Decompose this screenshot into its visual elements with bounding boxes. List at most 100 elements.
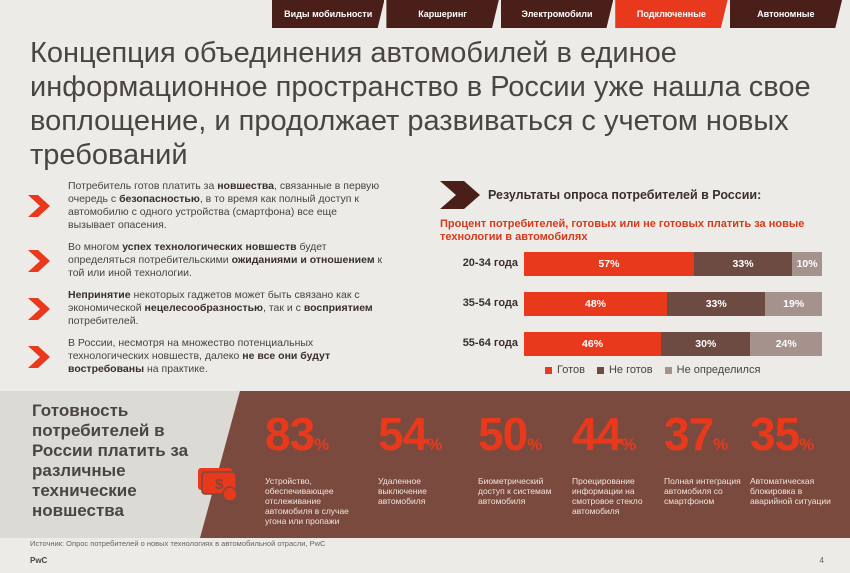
data-label: 19% [783, 298, 805, 310]
data-label: 30% [695, 338, 717, 350]
money-icon: $ [198, 468, 238, 502]
chart-row: 55-64 года 46% 30% 24% [436, 332, 826, 356]
readiness-band: Готовность потребителей в России платить… [0, 391, 850, 538]
chevron-right-icon [28, 195, 50, 217]
bullet-item: Потребитель готов платить за новшества, … [24, 180, 384, 232]
stat-number: 35 [750, 408, 800, 460]
bullet-emphasis: нецелесообразностью [144, 302, 264, 314]
bar-segment: 33% [693, 252, 793, 276]
legend-swatch [664, 366, 672, 374]
bullet-emphasis: новшества [217, 180, 275, 192]
bullet-text: некоторых гаджетов может быть связано ка… [68, 289, 360, 314]
bar-segment: 33% [667, 292, 766, 316]
bullet-emphasis: ожиданиями и отношением [231, 254, 375, 266]
stat-block: 83% Устройство, обеспечивающее отслеживан… [265, 411, 357, 526]
bullet-item: Непринятие некоторых гаджетов может быть… [24, 289, 384, 328]
page-number: 4 [819, 556, 824, 565]
stat-block: 37% Полная интеграция автомобиля со смарт… [664, 411, 756, 506]
stat-description: Автоматическая блокировка в аварийной си… [750, 476, 831, 506]
bullet-text: , в то время как полный доступ к автомоб… [68, 193, 359, 231]
chart-row: 35-54 года 48% 33% 19% [436, 292, 826, 316]
brand-logo-text: PwC [30, 556, 48, 565]
bullet-emphasis: успех технологических новшеств [122, 241, 297, 253]
bullet-text: будет определяться потребительскими [68, 241, 327, 266]
stat-value: 37% [664, 411, 756, 468]
stat-block: 35% Автоматическая блокировка в аварийной… [750, 411, 842, 506]
stat-value: 44% [572, 411, 664, 468]
bar-segment: 57% [524, 252, 694, 276]
stat-description: Проецирование информации на смотровое ст… [572, 476, 643, 516]
data-label: 33% [705, 298, 727, 310]
chevron-right-icon [440, 181, 480, 209]
category-label: 20-34 года [462, 257, 518, 269]
band-left-panel [0, 391, 240, 538]
readiness-title: Готовность потребителей в России платить… [32, 401, 189, 520]
bar-segment: 30% [661, 332, 751, 356]
stat-value: 50% [478, 411, 570, 468]
bullet-text: В России, несмотря на множество потенциа… [68, 337, 314, 362]
page-title: Концепция объединения автомобилей в един… [30, 37, 811, 171]
stat-value: 35% [750, 411, 842, 468]
svg-text:$: $ [215, 476, 224, 493]
tab-autonomous[interactable]: Автономные [729, 0, 843, 28]
survey-subheading: Процент потребителей, готовых или не гот… [440, 218, 805, 243]
legend-item: Готов [545, 364, 585, 376]
data-label: 33% [732, 258, 754, 270]
stat-description: Биометрический доступ к системам автомоб… [478, 476, 552, 506]
stacked-bar: 46% 30% 24% [524, 332, 822, 356]
bullet-item: Во многом успех технологических новшеств… [24, 241, 384, 280]
stat-description: Полная интеграция автомобиля со смартфон… [664, 476, 741, 506]
legend-label: Не определился [676, 364, 761, 376]
chevron-right-icon [28, 249, 50, 272]
stat-unit: % [314, 435, 330, 454]
legend-label: Готов [557, 364, 585, 376]
bullet-emphasis: не все они будут востребованы [68, 350, 331, 375]
bullet-text: Потребитель готов платить за [68, 180, 218, 192]
legend-swatch [596, 366, 604, 374]
chevron-right-icon [28, 297, 50, 320]
stat-number: 54 [378, 408, 428, 460]
bullet-text: потребителей. [68, 315, 139, 327]
legend-item: Не готов [596, 364, 653, 376]
chart-row: 20-34 года 57% 33% 10% [436, 252, 826, 276]
survey-heading: Результаты опроса потребителей в России: [440, 180, 818, 210]
legend-swatch [545, 366, 552, 374]
stat-unit: % [427, 435, 443, 454]
stacked-bar: 57% 33% 10% [524, 252, 822, 276]
stat-block: 54% Удаленное выключение автомобиля [378, 411, 470, 506]
bullet-text: , связанные в первую очередь с [68, 180, 380, 205]
tab-mobility-types[interactable]: Виды мобильности [272, 0, 385, 28]
stat-number: 50 [478, 408, 528, 460]
survey-heading-text: Результаты опроса потребителей в России: [488, 188, 762, 202]
bullet-text: к той или иной технологии. [68, 254, 383, 279]
data-label: 24% [775, 338, 797, 350]
bullet-text: на практике. [144, 363, 208, 375]
bullet-text: Во многом [68, 241, 123, 253]
tab-connected[interactable]: Подключенные [615, 0, 728, 28]
bullet-emphasis: Непринятие [68, 289, 131, 301]
stat-block: 44% Проецирование информации на смотровое… [572, 411, 664, 516]
bar-segment: 48% [524, 292, 668, 316]
stacked-bar: 48% 33% 19% [524, 292, 822, 316]
bar-segment: 24% [750, 332, 822, 356]
stat-unit: % [621, 435, 637, 454]
stat-value: 83% [265, 411, 357, 468]
bullet-emphasis: безопасностью [119, 193, 200, 205]
bullet-item: В России, несмотря на множество потенциа… [24, 337, 384, 376]
stat-unit: % [527, 435, 543, 454]
stat-unit: % [713, 435, 729, 454]
data-label: 48% [585, 298, 607, 310]
data-label: 10% [796, 258, 818, 270]
category-label: 55-64 года [462, 337, 518, 349]
data-label: 57% [598, 258, 620, 270]
tab-carsharing[interactable]: Каршеринг [386, 0, 499, 28]
chevron-right-icon [28, 345, 50, 368]
tab-electric-cars[interactable]: Электромобили [500, 0, 614, 28]
data-label: 46% [582, 338, 604, 350]
stat-number: 44 [572, 408, 622, 460]
stat-description: Удаленное выключение автомобиля [378, 476, 427, 506]
bullet-emphasis: восприятием [303, 302, 373, 314]
category-label: 35-54 года [462, 297, 518, 309]
bar-segment: 46% [524, 332, 662, 356]
stat-description: Устройство, обеспечивающее отслеживание … [265, 476, 349, 526]
